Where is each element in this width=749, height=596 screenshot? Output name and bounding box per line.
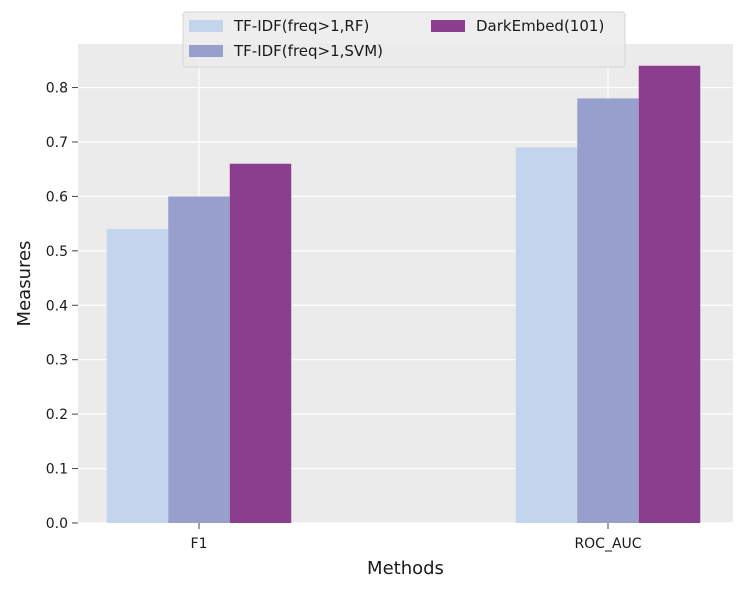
legend-label: DarkEmbed(101) <box>476 17 604 35</box>
bar-roc-auc-series-2 <box>577 98 639 523</box>
legend-box <box>182 11 626 68</box>
y-axis: 0.0 0.1 0.2 0.3 0.4 0.5 0.6 0.7 0.8 <box>46 81 78 532</box>
legend-label: TF-IDF(freq>1,RF) <box>233 17 369 35</box>
legend-swatch <box>189 45 223 57</box>
x-tick-label: F1 <box>191 536 208 552</box>
y-tick-label: 0.4 <box>46 298 68 314</box>
bar-f1-series-3 <box>229 163 292 523</box>
y-axis-label: Measures <box>14 241 35 327</box>
legend: TF-IDF(freq>1,RF) TF-IDF(freq>1,SVM) DarkE… <box>182 11 626 68</box>
y-tick-label: 0.7 <box>46 135 68 151</box>
y-tick-label: 0.3 <box>46 353 68 369</box>
bar-f1-series-2 <box>168 196 230 523</box>
bar-f1-series-1 <box>106 229 169 523</box>
y-tick-label: 0.6 <box>46 189 68 205</box>
x-tick-label: ROC_AUC <box>574 536 641 552</box>
x-axis-label: Methods <box>367 558 444 579</box>
legend-label: TF-IDF(freq>1,SVM) <box>233 42 383 60</box>
y-tick-label: 0.1 <box>46 462 68 478</box>
y-tick-label: 0.0 <box>46 516 68 532</box>
bar-roc-auc-series-1 <box>515 147 578 523</box>
x-axis: F1 ROC_AUC <box>191 523 642 552</box>
legend-swatch <box>189 20 223 32</box>
legend-swatch <box>431 20 465 32</box>
bars <box>106 65 701 523</box>
bar-roc-auc-series-3 <box>638 65 701 523</box>
y-tick-label: 0.8 <box>46 81 68 97</box>
y-tick-label: 0.5 <box>46 244 68 260</box>
y-tick-label: 0.2 <box>46 407 68 423</box>
